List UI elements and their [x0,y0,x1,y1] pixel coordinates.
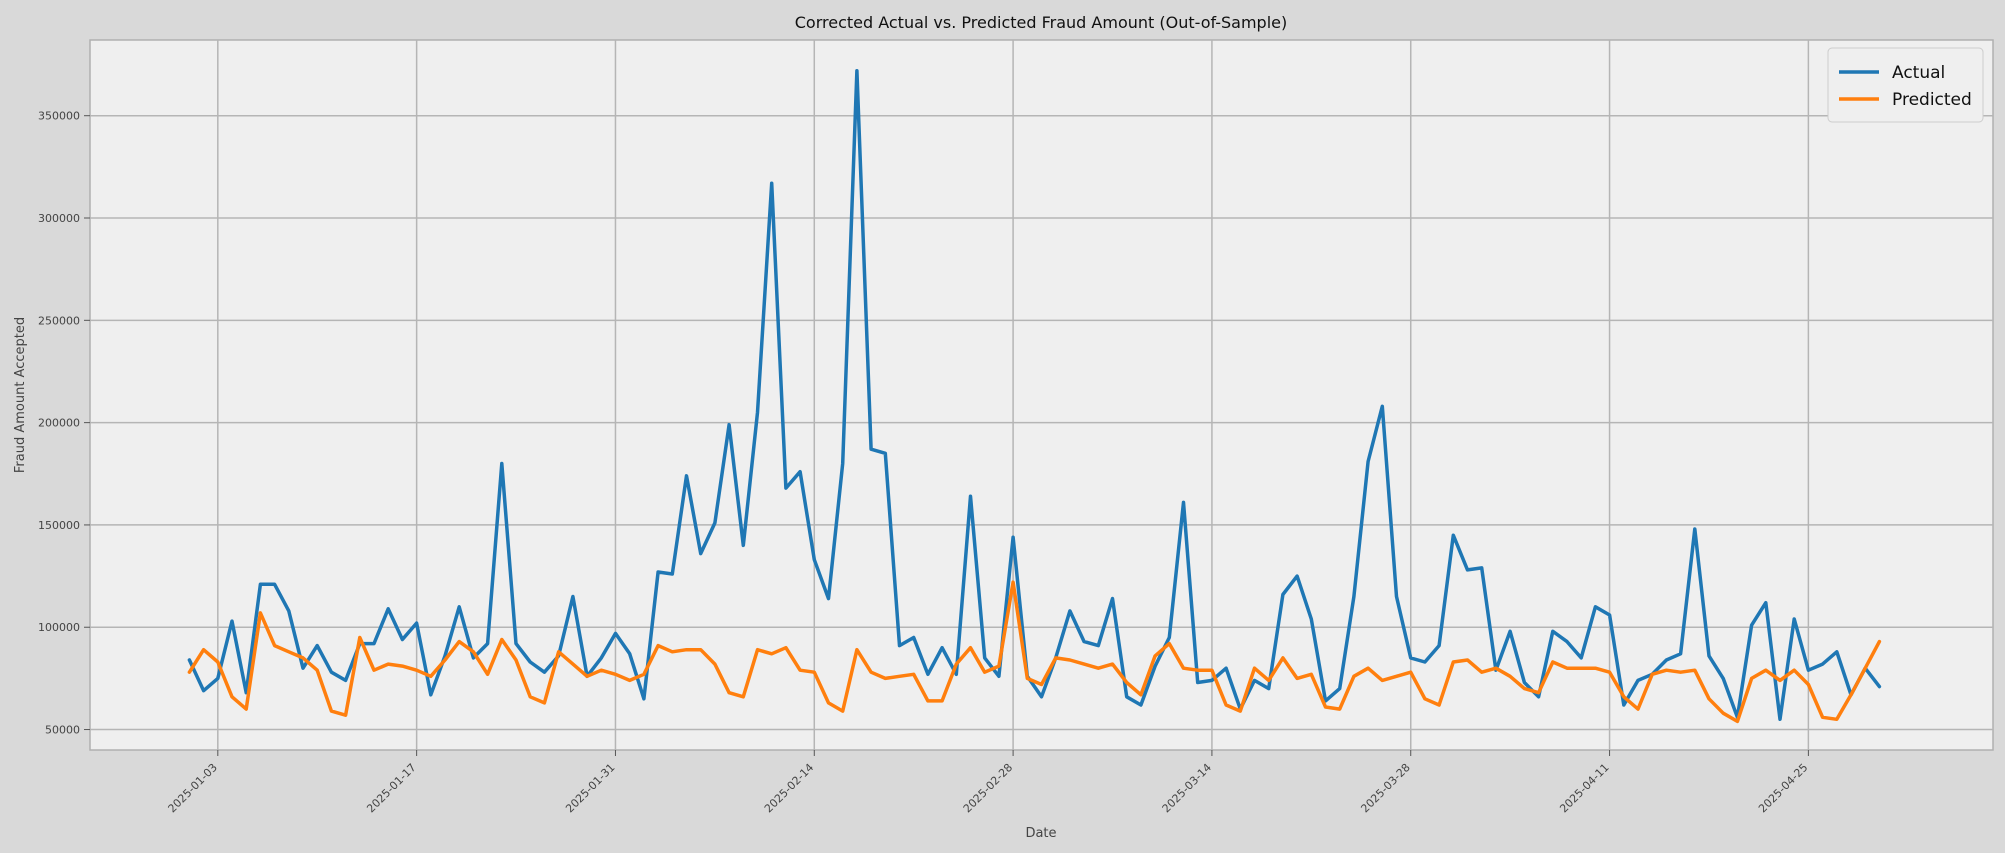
x-tick-label: 2025-01-31 [563,761,617,815]
y-tick-label: 100000 [38,621,80,634]
y-axis-label: Fraud Amount Accepted [13,317,28,473]
y-tick-label: 150000 [38,519,80,532]
x-tick-label: 2025-02-14 [762,761,816,815]
series-layer [187,68,1882,724]
y-tick-label: 300000 [38,212,80,225]
x-tick-label: 2025-04-25 [1756,761,1810,815]
grid [90,40,1993,750]
x-axis-label: Date [1025,826,1056,841]
legend-label-predicted: Predicted [1892,90,1972,110]
x-tick-label: 2025-01-03 [166,761,220,815]
y-tick-label: 250000 [38,314,80,327]
y-tick-label: 350000 [38,110,80,123]
legend-label-actual: Actual [1892,63,1945,83]
x-axis: 2025-01-03 2025-01-17 2025-01-31 2025-02-14… [166,750,1811,815]
legend: Actual Predicted [1827,47,1984,123]
chart-title: Corrected Actual vs. Predicted Fraud Amo… [795,13,1288,32]
x-tick-label: 2025-02-28 [961,761,1015,815]
x-tick-label: 2025-03-28 [1358,761,1412,815]
y-tick-label: 50000 [45,724,80,737]
y-axis: 50000 100000 150000 200000 250000 300000 35000… [38,110,90,737]
series-line-predicted [187,580,1882,724]
x-tick-label: 2025-01-17 [364,761,418,815]
legend-box [1827,47,1984,123]
y-tick-label: 200000 [38,417,80,430]
x-tick-label: 2025-03-14 [1160,761,1214,815]
x-tick-label: 2025-04-11 [1557,761,1611,815]
